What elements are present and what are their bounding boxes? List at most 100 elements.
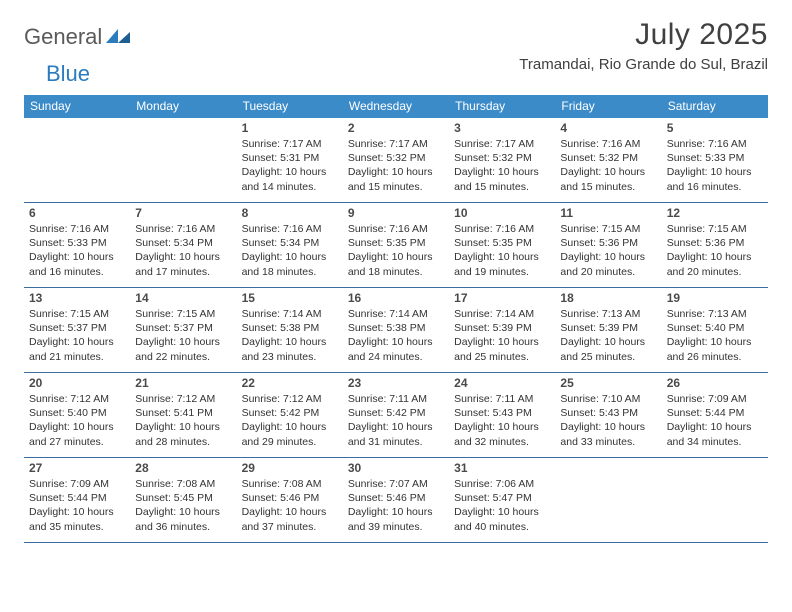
sunset-line: Sunset: 5:39 PM [560,321,656,335]
brand-logo: General [24,24,134,50]
day-number: 7 [135,206,231,220]
sunset-line: Sunset: 5:42 PM [242,406,338,420]
dow-monday: Monday [130,95,236,118]
sunrise-line: Sunrise: 7:09 AM [667,392,763,406]
day-number: 14 [135,291,231,305]
daylight-line: Daylight: 10 hours and 34 minutes. [667,420,763,448]
sunset-line: Sunset: 5:37 PM [29,321,125,335]
daylight-line: Daylight: 10 hours and 17 minutes. [135,250,231,278]
daylight-line: Daylight: 10 hours and 20 minutes. [560,250,656,278]
sunset-line: Sunset: 5:45 PM [135,491,231,505]
sunrise-line: Sunrise: 7:12 AM [242,392,338,406]
sunrise-line: Sunrise: 7:12 AM [29,392,125,406]
daylight-line: Daylight: 10 hours and 35 minutes. [29,505,125,533]
daylight-line: Daylight: 10 hours and 15 minutes. [348,165,444,193]
day-cell: 28Sunrise: 7:08 AMSunset: 5:45 PMDayligh… [130,458,236,542]
day-cell: 2Sunrise: 7:17 AMSunset: 5:32 PMDaylight… [343,118,449,202]
daylight-line: Daylight: 10 hours and 40 minutes. [454,505,550,533]
sunrise-line: Sunrise: 7:14 AM [348,307,444,321]
sunset-line: Sunset: 5:31 PM [242,151,338,165]
sunrise-line: Sunrise: 7:14 AM [242,307,338,321]
day-number: 29 [242,461,338,475]
dow-thursday: Thursday [449,95,555,118]
sunrise-line: Sunrise: 7:17 AM [242,137,338,151]
day-number: 26 [667,376,763,390]
day-cell: 11Sunrise: 7:15 AMSunset: 5:36 PMDayligh… [555,203,661,287]
day-number: 17 [454,291,550,305]
sunrise-line: Sunrise: 7:16 AM [242,222,338,236]
day-cell: 1Sunrise: 7:17 AMSunset: 5:31 PMDaylight… [237,118,343,202]
sunrise-line: Sunrise: 7:15 AM [560,222,656,236]
day-cell: 12Sunrise: 7:15 AMSunset: 5:36 PMDayligh… [662,203,768,287]
day-cell: 15Sunrise: 7:14 AMSunset: 5:38 PMDayligh… [237,288,343,372]
calendar-page: General July 2025 Tramandai, Rio Grande … [0,0,792,543]
sunrise-line: Sunrise: 7:08 AM [242,477,338,491]
sunrise-line: Sunrise: 7:16 AM [454,222,550,236]
week-row: 27Sunrise: 7:09 AMSunset: 5:44 PMDayligh… [24,458,768,543]
daylight-line: Daylight: 10 hours and 18 minutes. [348,250,444,278]
day-cell: 20Sunrise: 7:12 AMSunset: 5:40 PMDayligh… [24,373,130,457]
daylight-line: Daylight: 10 hours and 25 minutes. [560,335,656,363]
day-cell: 30Sunrise: 7:07 AMSunset: 5:46 PMDayligh… [343,458,449,542]
day-number: 10 [454,206,550,220]
day-number: 5 [667,121,763,135]
day-number: 6 [29,206,125,220]
day-cell: 7Sunrise: 7:16 AMSunset: 5:34 PMDaylight… [130,203,236,287]
sunrise-line: Sunrise: 7:13 AM [667,307,763,321]
day-cell: 8 Sunrise: 7:16 AMSunset: 5:34 PMDaylight… [237,203,343,287]
day-number: 12 [667,206,763,220]
day-number: 18 [560,291,656,305]
day-number: 4 [560,121,656,135]
sunset-line: Sunset: 5:37 PM [135,321,231,335]
sunrise-line: Sunrise: 7:07 AM [348,477,444,491]
daylight-line: Daylight: 10 hours and 16 minutes. [29,250,125,278]
sunrise-line: Sunrise: 7:14 AM [454,307,550,321]
sunset-line: Sunset: 5:35 PM [348,236,444,250]
day-cell: 14Sunrise: 7:15 AMSunset: 5:37 PMDayligh… [130,288,236,372]
day-cell: 9Sunrise: 7:16 AMSunset: 5:35 PMDaylight… [343,203,449,287]
brand-word2: Blue [46,61,90,87]
daylight-line: Daylight: 10 hours and 18 minutes. [242,250,338,278]
day-cell: 26Sunrise: 7:09 AMSunset: 5:44 PMDayligh… [662,373,768,457]
sunrise-line: Sunrise: 7:11 AM [348,392,444,406]
daylight-line: Daylight: 10 hours and 23 minutes. [242,335,338,363]
daylight-line: Daylight: 10 hours and 25 minutes. [454,335,550,363]
sunrise-line: Sunrise: 7:16 AM [560,137,656,151]
day-number: 8 [242,206,338,220]
day-cell: 21Sunrise: 7:12 AMSunset: 5:41 PMDayligh… [130,373,236,457]
day-cell: 27Sunrise: 7:09 AMSunset: 5:44 PMDayligh… [24,458,130,542]
sunset-line: Sunset: 5:32 PM [454,151,550,165]
sunrise-line: Sunrise: 7:13 AM [560,307,656,321]
sunset-line: Sunset: 5:42 PM [348,406,444,420]
day-number: 1 [242,121,338,135]
daylight-line: Daylight: 10 hours and 24 minutes. [348,335,444,363]
sunset-line: Sunset: 5:36 PM [667,236,763,250]
daylight-line: Daylight: 10 hours and 15 minutes. [454,165,550,193]
dow-saturday: Saturday [662,95,768,118]
sunrise-line: Sunrise: 7:11 AM [454,392,550,406]
sunset-line: Sunset: 5:34 PM [135,236,231,250]
day-cell: 23Sunrise: 7:11 AMSunset: 5:42 PMDayligh… [343,373,449,457]
sunset-line: Sunset: 5:40 PM [667,321,763,335]
sunset-line: Sunset: 5:34 PM [242,236,338,250]
daylight-line: Daylight: 10 hours and 31 minutes. [348,420,444,448]
daylight-line: Daylight: 10 hours and 39 minutes. [348,505,444,533]
daylight-line: Daylight: 10 hours and 26 minutes. [667,335,763,363]
day-number: 20 [29,376,125,390]
sunset-line: Sunset: 5:33 PM [667,151,763,165]
dow-tuesday: Tuesday [237,95,343,118]
sunset-line: Sunset: 5:47 PM [454,491,550,505]
daylight-line: Daylight: 10 hours and 28 minutes. [135,420,231,448]
dow-wednesday: Wednesday [343,95,449,118]
dow-sunday: Sunday [24,95,130,118]
sunrise-line: Sunrise: 7:17 AM [348,137,444,151]
sunset-line: Sunset: 5:38 PM [242,321,338,335]
day-number: 13 [29,291,125,305]
brand-word1: General [24,24,102,50]
day-cell: 5Sunrise: 7:16 AMSunset: 5:33 PMDaylight… [662,118,768,202]
daylight-line: Daylight: 10 hours and 36 minutes. [135,505,231,533]
sunrise-line: Sunrise: 7:12 AM [135,392,231,406]
day-number: 11 [560,206,656,220]
day-cell: 19Sunrise: 7:13 AMSunset: 5:40 PMDayligh… [662,288,768,372]
week-row: 1Sunrise: 7:17 AMSunset: 5:31 PMDaylight… [24,118,768,203]
